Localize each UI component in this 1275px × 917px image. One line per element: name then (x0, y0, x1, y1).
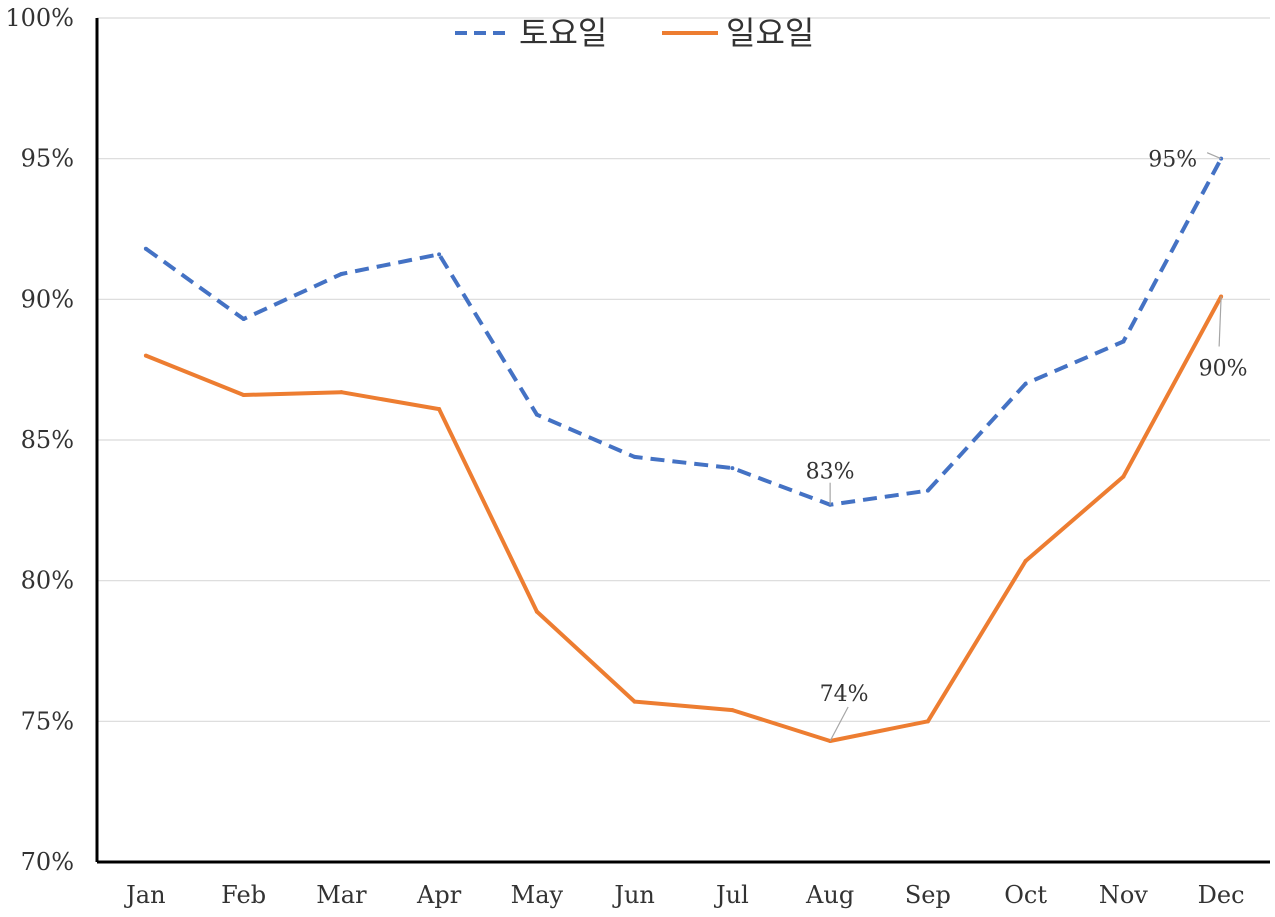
data-point (1121, 474, 1126, 479)
data-labels: 83% 74% 95% 90% (806, 148, 1248, 742)
x-tick-label: Oct (1004, 881, 1047, 909)
data-point (632, 454, 637, 459)
x-tick-label: Apr (416, 881, 462, 909)
y-tick-label: 100% (5, 4, 74, 32)
data-point (632, 699, 637, 704)
y-tick-label: 90% (21, 285, 74, 313)
data-label: 74% (820, 682, 869, 707)
data-point (437, 252, 442, 257)
y-tick-label: 70% (21, 848, 74, 876)
data-point (339, 390, 344, 395)
axes (95, 18, 1270, 864)
data-point (534, 412, 539, 417)
leader-line (1206, 152, 1222, 160)
x-tick-label: May (511, 881, 564, 909)
data-point (143, 246, 148, 251)
legend: 토요일 일요일 (455, 14, 814, 52)
y-tick-label: 85% (21, 426, 74, 454)
data-point (241, 392, 246, 397)
data-label: 90% (1199, 357, 1248, 382)
x-tick-label: Dec (1198, 881, 1245, 909)
data-point (1121, 339, 1126, 344)
y-tick-label: 80% (21, 567, 74, 595)
data-point (437, 407, 442, 412)
x-tick-label: Jan (123, 881, 165, 909)
data-point (534, 609, 539, 614)
data-point (241, 317, 246, 322)
x-tick-label: Sep (905, 881, 951, 909)
x-tick-label: Jul (713, 881, 749, 909)
series-line-0 (144, 157, 1223, 507)
data-point (1023, 381, 1028, 386)
y-tick-label: 75% (21, 707, 74, 735)
data-point (925, 719, 930, 724)
series-lines (143, 156, 1224, 744)
data-point (143, 353, 148, 358)
leader-line (829, 706, 849, 742)
data-point (730, 466, 735, 471)
data-label: 95% (1148, 148, 1197, 173)
x-tick-label: Aug (805, 881, 854, 909)
x-tick-label: Nov (1099, 881, 1148, 909)
data-point (925, 488, 930, 493)
gridlines (97, 17, 1270, 722)
legend-label-1: 일요일 (726, 14, 814, 52)
legend-label-0: 토요일 (519, 14, 607, 52)
data-point (730, 708, 735, 713)
data-point (1023, 558, 1028, 563)
data-point (339, 272, 344, 277)
series-line-1 (145, 295, 1223, 743)
y-axis-tick-labels: 70% 75% 80% 85% 90% 95% 100% (5, 4, 74, 876)
x-tick-label: Jun (611, 881, 655, 909)
x-tick-label: Feb (221, 881, 266, 909)
leader-line (1218, 296, 1222, 347)
data-label: 83% (806, 460, 855, 485)
x-axis-tick-labels: Jan Feb Mar Apr May Jun Jul Aug Sep Oct Nov Dec (123, 881, 1244, 909)
y-tick-label: 95% (21, 145, 74, 173)
x-tick-label: Mar (316, 881, 367, 909)
